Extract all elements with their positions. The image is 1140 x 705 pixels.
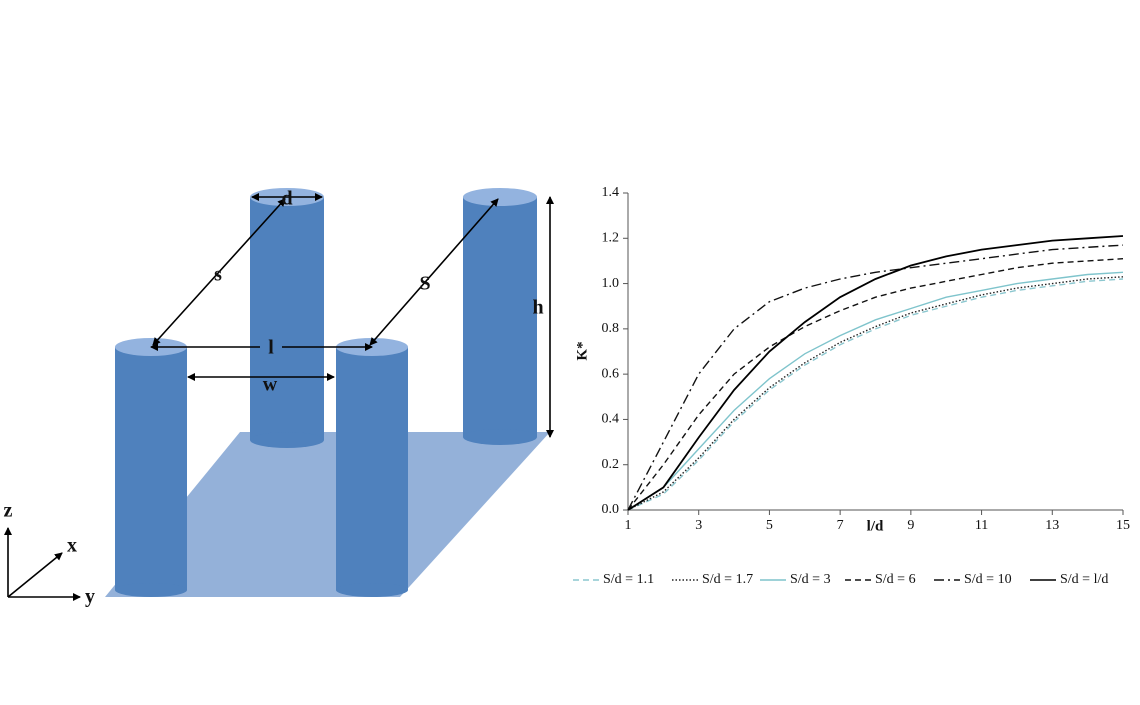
x-tick-label: 13 xyxy=(1045,518,1059,533)
legend-label: S/d = 3 xyxy=(790,572,831,587)
y-tick-label: 0.4 xyxy=(602,412,620,427)
x-tick-label: 11 xyxy=(975,518,988,533)
axis-arrow xyxy=(7,552,63,598)
diagram: d s S l w h z x y xyxy=(4,188,554,608)
x-axis-label: l/d xyxy=(867,518,884,534)
label: d xyxy=(281,188,292,210)
label: x xyxy=(67,535,77,557)
y-axis-label: K* xyxy=(574,341,590,360)
label: h xyxy=(532,297,543,319)
series-line xyxy=(627,244,1124,511)
label: l xyxy=(268,337,274,359)
label: y xyxy=(85,586,95,608)
chart: l/d K* 0.00.20.40.60.81.01.21.41 3 5 7 9 11 13… xyxy=(573,185,1130,587)
label: S xyxy=(419,273,430,295)
y-tick-label: 0.2 xyxy=(602,457,620,472)
series-line xyxy=(627,235,1124,511)
dimension-arrow xyxy=(152,198,286,346)
x-tick-label: 7 xyxy=(837,518,844,533)
label: s xyxy=(214,264,222,286)
series-line xyxy=(627,258,1124,511)
label: z xyxy=(4,500,13,522)
cylinder xyxy=(336,338,408,597)
series-line xyxy=(627,278,1124,511)
legend-label: S/d = 1.7 xyxy=(702,572,753,587)
label: w xyxy=(263,374,278,396)
legend-label: S/d = 6 xyxy=(875,572,916,587)
series-line xyxy=(627,271,1124,511)
legend-label: S/d = 1.1 xyxy=(603,572,654,587)
cylinder xyxy=(115,338,187,597)
cylinder xyxy=(250,188,324,448)
series-line xyxy=(627,276,1124,511)
x-tick-label: 5 xyxy=(766,518,773,533)
y-tick-label: 0.6 xyxy=(602,366,620,381)
legend-label: S/d = 10 xyxy=(964,572,1012,587)
y-tick-label: 1.4 xyxy=(602,185,620,200)
legend-label: S/d = l/d xyxy=(1060,572,1108,587)
y-tick-label: 0.8 xyxy=(602,321,620,336)
x-tick-label: 15 xyxy=(1116,518,1130,533)
x-tick-label: 1 xyxy=(625,518,632,533)
y-tick-label: 1.2 xyxy=(602,231,620,246)
x-tick-label: 9 xyxy=(907,518,914,533)
dimension-arrow xyxy=(369,198,499,346)
y-tick-label: 0.0 xyxy=(602,502,620,517)
x-tick-label: 3 xyxy=(695,518,702,533)
y-tick-label: 1.0 xyxy=(602,276,620,291)
ground-plate xyxy=(105,432,550,597)
